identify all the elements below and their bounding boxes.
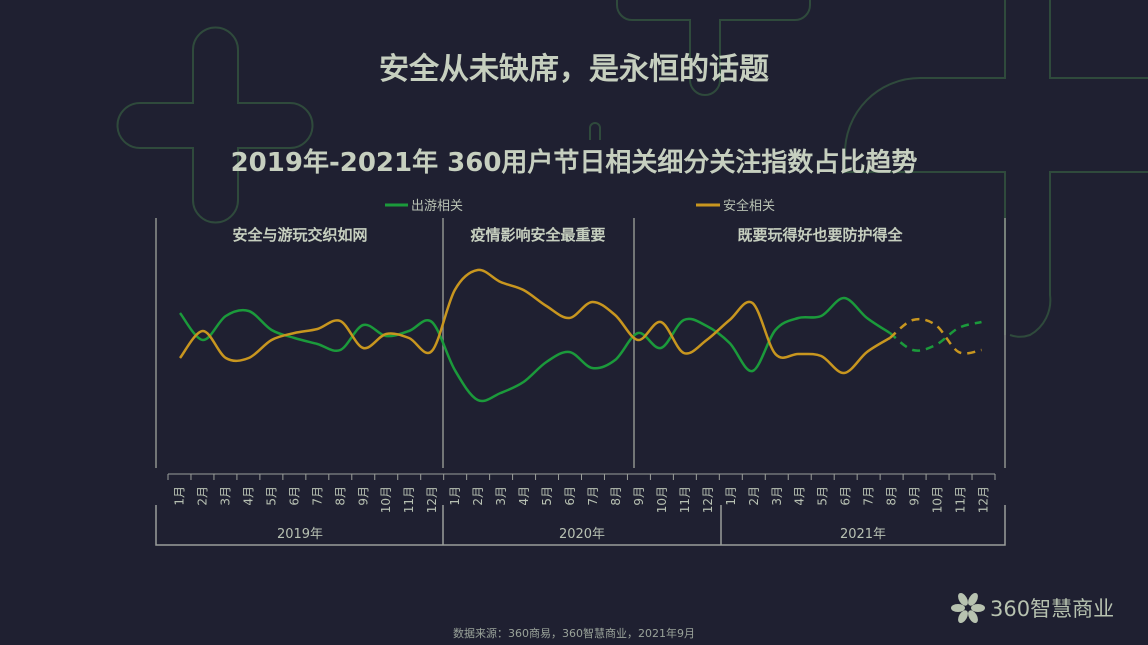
month-tick-label: 11月 bbox=[678, 486, 692, 513]
travel-series-line-forecast bbox=[889, 320, 982, 352]
phase-label: 既要玩得好也要防护得全 bbox=[737, 226, 903, 244]
month-tick-label: 11月 bbox=[402, 486, 416, 513]
month-tick-label: 5月 bbox=[816, 486, 830, 506]
month-tick-label: 10月 bbox=[379, 486, 393, 513]
month-tick-label: 7月 bbox=[586, 486, 600, 506]
page-title: 安全从未缺席，是永恒的话题 bbox=[379, 52, 769, 87]
legend: 出游相关 安全相关 bbox=[385, 198, 775, 214]
year-bracket bbox=[155, 505, 1006, 546]
month-tick-label: 7月 bbox=[310, 486, 324, 506]
year-label: 2020年 bbox=[559, 527, 605, 542]
cross-shape-left bbox=[116, 26, 314, 224]
month-tick-label: 2月 bbox=[471, 486, 485, 506]
month-tick-label: 12月 bbox=[701, 486, 715, 513]
month-tick-label: 12月 bbox=[977, 486, 991, 513]
month-tick-label: 5月 bbox=[540, 486, 554, 506]
data-source: 数据来源：360商易，360智慧商业，2021年9月 bbox=[453, 627, 695, 640]
month-tick-label: 8月 bbox=[885, 486, 899, 506]
phase-label: 安全与游玩交织如网 bbox=[232, 226, 367, 244]
month-tick-label: 9月 bbox=[356, 486, 370, 506]
month-tick-label: 1月 bbox=[172, 486, 186, 506]
legend-label-safety[interactable]: 安全相关 bbox=[723, 198, 775, 214]
month-tick-label: 10月 bbox=[931, 486, 945, 513]
safety-series-line bbox=[178, 268, 891, 375]
travel-series-line bbox=[178, 296, 891, 403]
month-tick-label: 11月 bbox=[954, 486, 968, 513]
month-tick-label: 2月 bbox=[747, 486, 761, 506]
month-tick-label: 4月 bbox=[517, 486, 531, 506]
cross-shape-small bbox=[589, 122, 601, 140]
safety-series-line-forecast bbox=[889, 317, 982, 355]
month-tick-label: 4月 bbox=[241, 486, 255, 506]
month-tick-label: 9月 bbox=[908, 486, 922, 506]
legend-label-travel[interactable]: 出游相关 bbox=[411, 199, 463, 214]
chart-title: 2019年-2021年 360用户节日相关细分关注指数占比趋势 bbox=[230, 148, 918, 178]
month-tick-label: 4月 bbox=[793, 486, 807, 506]
year-label: 2019年 bbox=[277, 527, 323, 542]
brand-logo: 360智慧商业 bbox=[950, 590, 1114, 626]
month-tick-label: 3月 bbox=[218, 486, 232, 506]
cross-shape-right bbox=[844, 0, 1148, 338]
month-tick-label: 6月 bbox=[563, 486, 577, 506]
month-tick-label: 2月 bbox=[195, 486, 209, 506]
month-tick-label: 1月 bbox=[724, 486, 738, 506]
month-tick-label: 9月 bbox=[632, 486, 646, 506]
month-tick-label: 5月 bbox=[264, 486, 278, 506]
cross-shape-top bbox=[616, 0, 811, 96]
month-tick-label: 3月 bbox=[494, 486, 508, 506]
month-tick-label: 8月 bbox=[609, 486, 623, 506]
month-tick-label: 6月 bbox=[839, 486, 853, 506]
month-tick-label: 12月 bbox=[425, 486, 439, 513]
month-tick-label: 3月 bbox=[770, 486, 784, 506]
logo-text: 360智慧商业 bbox=[990, 597, 1115, 621]
month-tick-label: 7月 bbox=[862, 486, 876, 506]
month-tick-label: 1月 bbox=[448, 486, 462, 506]
phase-label: 疫情影响安全最重要 bbox=[470, 226, 605, 244]
year-label: 2021年 bbox=[840, 527, 886, 542]
month-tick-label: 8月 bbox=[333, 486, 347, 506]
month-tick-label: 10月 bbox=[655, 486, 669, 513]
logo-flower-icon bbox=[951, 592, 985, 624]
month-tick-label: 6月 bbox=[287, 486, 301, 506]
